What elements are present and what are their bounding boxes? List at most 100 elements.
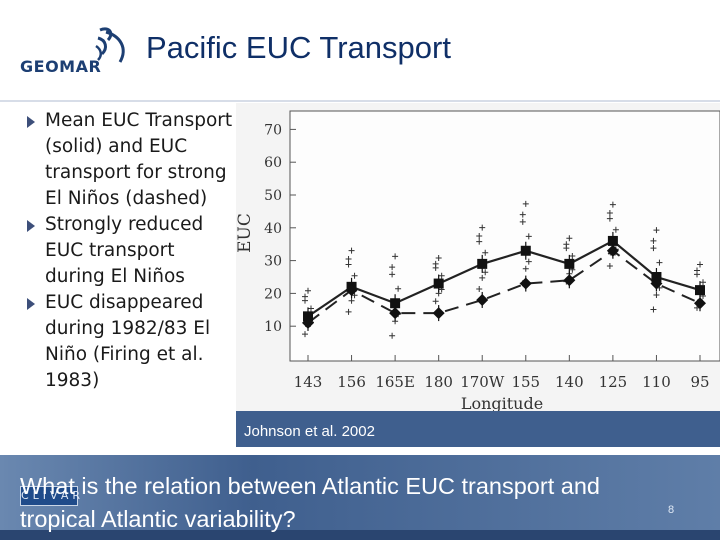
- cruise-estimate-mark: [389, 332, 396, 339]
- footer-strip: [0, 530, 720, 540]
- mean-transport-point: [607, 235, 618, 246]
- cruise-estimate-mark: [656, 259, 663, 266]
- el-nino-transport-line: [307, 249, 701, 324]
- euc-transport-figure: 10 20 30 40 50 60 70 143 156 165E 180 170W 155 140 12…: [236, 103, 720, 447]
- cruise-estimate-mark: [606, 210, 613, 217]
- el-nino-transport-point: [432, 307, 445, 320]
- x-tick-label: 155: [511, 373, 540, 391]
- y-axis-label: EUC: [236, 213, 255, 253]
- clivar-logo: CLIVAR: [20, 486, 80, 506]
- y-tick-label: 30: [264, 254, 282, 270]
- x-tick-label: 140: [555, 373, 584, 391]
- cruise-estimate-mark: [566, 235, 573, 242]
- bullet-list: Mean EUC Transport (solid) and EUC trans…: [18, 108, 238, 394]
- cruise-estimate-mark: [519, 211, 526, 218]
- cruise-estimate-mark: [612, 226, 619, 233]
- footer-band: [0, 455, 720, 540]
- mean-transport-point: [390, 298, 401, 309]
- cruise-estimate-mark: [482, 249, 489, 256]
- footer-question: What is the relation between Atlantic EU…: [20, 473, 600, 532]
- cruise-estimate-mark: [345, 261, 352, 268]
- mean-transport-point: [695, 285, 705, 296]
- cruise-estimate-mark: [351, 292, 358, 299]
- mean-transport-point: [564, 258, 575, 269]
- el-nino-transport-point: [345, 284, 358, 297]
- cruise-estimate-mark: [302, 331, 308, 338]
- cruise-estimate-mark: [348, 247, 355, 254]
- mean-transport-point: [477, 258, 488, 269]
- cruise-estimate-mark: [700, 279, 706, 286]
- header-divider: [0, 100, 720, 102]
- cruise-estimate-mark: [476, 238, 483, 245]
- cruise-estimate-mark: [305, 287, 311, 294]
- plot-area: [289, 110, 720, 362]
- cruise-estimate-mark: [569, 253, 576, 260]
- bullet-item: EUC disappeared during 1982/83 El Niño (…: [18, 290, 238, 394]
- el-nino-transport-point: [606, 244, 619, 257]
- cruise-estimate-mark: [476, 285, 483, 292]
- cruise-estimate-mark: [392, 253, 399, 260]
- el-nino-transport-point: [563, 274, 576, 287]
- x-tick-label: 165E: [375, 373, 415, 391]
- cruise-estimate-mark: [522, 265, 529, 272]
- cruise-estimate-mark: [482, 269, 489, 276]
- page-number: 8: [668, 504, 675, 516]
- cruise-estimate-mark: [438, 272, 445, 279]
- x-tick-label: 156: [337, 373, 366, 391]
- el-nino-transport-point: [519, 277, 532, 290]
- bullet-arrow-icon: [27, 116, 35, 128]
- cruise-estimate-mark: [606, 215, 613, 222]
- bullet-item: Strongly reduced EUC transport during El…: [18, 212, 238, 290]
- cruise-estimate-mark: [395, 285, 402, 292]
- cruise-estimate-mark: [389, 271, 396, 278]
- cruise-estimate-mark: [432, 298, 439, 305]
- cruise-estimate-mark: [302, 293, 308, 300]
- x-tick-label: 180: [424, 373, 453, 391]
- bullet-item: Mean EUC Transport (solid) and EUC trans…: [18, 108, 238, 212]
- y-tick-label: 60: [264, 155, 282, 171]
- cruise-estimate-mark: [650, 306, 657, 313]
- bullet-text: EUC disappeared during 1982/83 El Niño (…: [45, 292, 211, 391]
- x-tick-label: 95: [690, 373, 709, 391]
- x-tick-label: 125: [599, 373, 628, 391]
- mean-transport-point: [433, 278, 444, 289]
- cruise-estimate-mark: [435, 254, 442, 261]
- cruise-estimate-mark: [650, 237, 657, 244]
- cruise-estimate-mark: [345, 308, 352, 315]
- y-tick-label: 10: [264, 319, 282, 335]
- y-tick-label: 70: [264, 122, 282, 138]
- x-tick-label: 110: [642, 373, 671, 391]
- cruise-estimate-mark: [476, 233, 483, 239]
- cruise-estimate-mark: [525, 233, 532, 240]
- cruise-estimate-mark: [563, 241, 570, 248]
- cruise-estimate-mark: [653, 227, 660, 234]
- x-axis-label: Longitude: [461, 394, 543, 413]
- cruise-estimate-mark: [519, 218, 526, 225]
- figure-caption: Johnson et al. 2002: [244, 423, 375, 440]
- mean-transport-point: [520, 245, 531, 256]
- logo-text: GEOMAR: [20, 57, 102, 76]
- geomar-logo: GEOMAR: [18, 22, 138, 82]
- geomar-swirl-icon: [95, 27, 125, 63]
- cruise-estimate-mark: [432, 260, 439, 267]
- el-nino-transport-point: [389, 307, 402, 320]
- x-tick-label: 170W: [460, 373, 505, 391]
- el-nino-transport-point: [302, 316, 314, 329]
- y-tick-label: 40: [264, 221, 282, 237]
- cruise-estimate-mark: [650, 245, 657, 252]
- cruise-estimate-mark: [697, 261, 703, 268]
- el-nino-transport-point: [694, 297, 706, 310]
- el-nino-transport-point: [476, 293, 489, 306]
- cruise-estimate-mark: [609, 201, 616, 208]
- cruise-estimate-mark: [348, 297, 355, 304]
- x-tick-label: 143: [294, 373, 323, 391]
- cruise-estimate-mark: [345, 255, 352, 262]
- cruise-estimate-mark: [479, 274, 486, 281]
- y-tick-label: 20: [264, 286, 282, 302]
- cruise-estimate-mark: [606, 263, 613, 270]
- bullet-text: Mean EUC Transport (solid) and EUC trans…: [45, 110, 233, 209]
- slide-title: Pacific EUC Transport: [146, 30, 451, 65]
- euc-transport-chart: 10 20 30 40 50 60 70 143 156 165E 180 170W 155 140 12…: [236, 103, 720, 447]
- cruise-estimate-mark: [694, 267, 700, 274]
- caption-band: [236, 411, 720, 447]
